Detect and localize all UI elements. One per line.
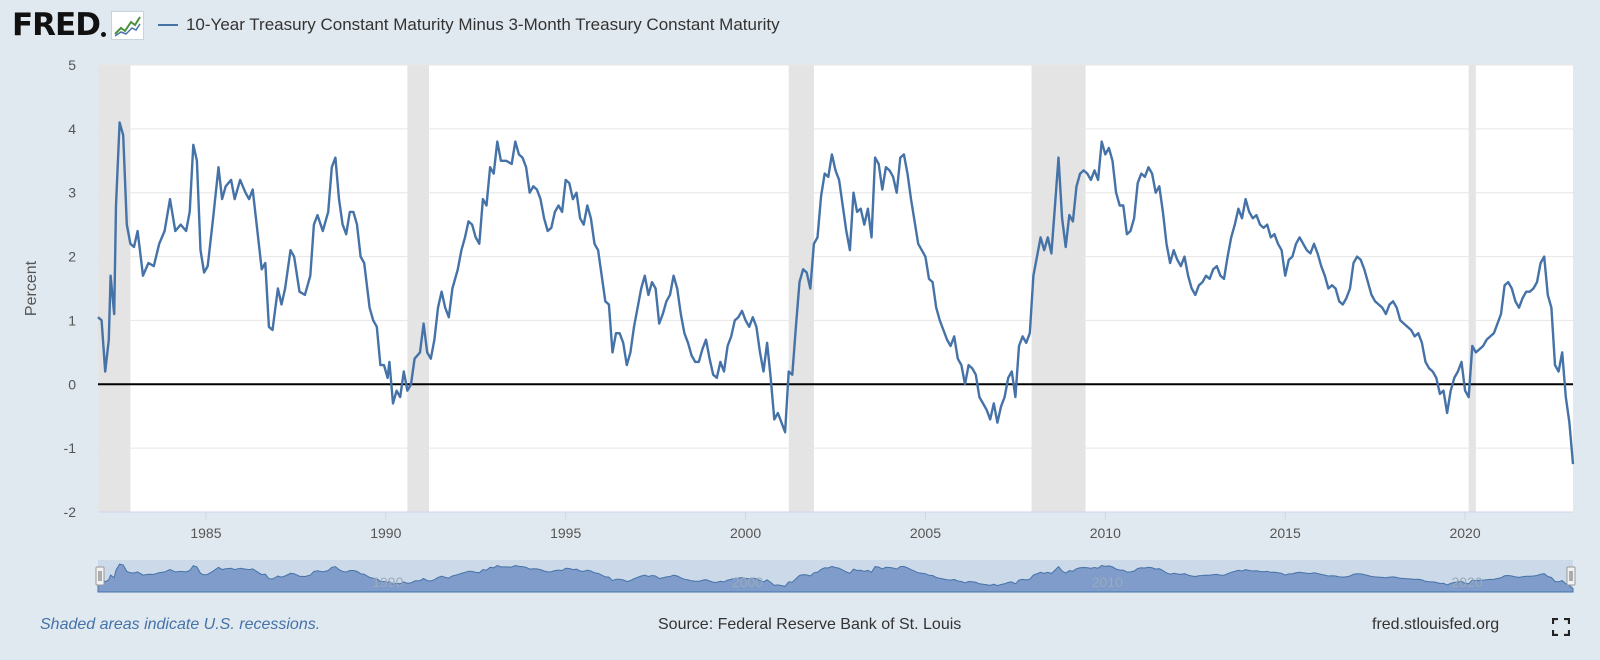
legend-swatch xyxy=(157,24,178,26)
x-tick-label: 1990 xyxy=(370,525,401,541)
y-axis-label: Percent xyxy=(23,260,40,316)
navigator-label: 2000 xyxy=(732,574,763,590)
chart-legend[interactable]: 10-Year Treasury Constant Maturity Minus… xyxy=(157,15,780,35)
navigator-label: 2010 xyxy=(1092,574,1123,590)
navigator-label: 1990 xyxy=(372,574,403,590)
y-tick-label: 3 xyxy=(68,185,76,201)
navigator-label: 2020 xyxy=(1451,574,1482,590)
navigator-handle[interactable] xyxy=(1566,566,1576,586)
y-tick-label: 5 xyxy=(68,57,76,73)
x-tick-label: 2005 xyxy=(910,525,941,541)
source-text: Source: Federal Reserve Bank of St. Loui… xyxy=(658,616,962,633)
recession-note: Shaded areas indicate U.S. recessions. xyxy=(40,616,321,633)
x-tick-label: 1995 xyxy=(550,525,581,541)
y-tick-label: 4 xyxy=(68,121,76,137)
line-graph-icon xyxy=(110,10,144,40)
recession-band xyxy=(407,65,429,512)
x-tick-label: 2000 xyxy=(730,525,761,541)
fred-logo[interactable]: FRED xyxy=(12,6,101,43)
plot-background xyxy=(98,65,1573,512)
logo-dot xyxy=(100,31,106,37)
series-line[interactable] xyxy=(97,121,1575,465)
navigator-series xyxy=(97,563,1574,593)
recession-band xyxy=(1468,65,1476,512)
y-tick-label: 1 xyxy=(68,312,76,328)
recession-band xyxy=(1031,65,1086,512)
x-tick-label: 2015 xyxy=(1270,525,1301,541)
y-tick-label: -1 xyxy=(64,440,77,456)
x-tick-label: 1985 xyxy=(190,525,221,541)
fullscreen-icon[interactable] xyxy=(1552,618,1570,636)
y-tick-label: 2 xyxy=(68,249,76,265)
x-tick-label: 2010 xyxy=(1090,525,1121,541)
y-tick-label: 0 xyxy=(68,376,76,392)
site-link[interactable]: fred.stlouisfed.org xyxy=(1372,616,1500,633)
x-tick-label: 2020 xyxy=(1449,525,1480,541)
chart-header: FRED 10-Year Treasury Constant Maturity … xyxy=(12,8,780,42)
navigator-handle[interactable] xyxy=(95,566,105,586)
y-tick-label: -2 xyxy=(64,504,77,520)
legend-label: 10-Year Treasury Constant Maturity Minus… xyxy=(185,15,780,34)
